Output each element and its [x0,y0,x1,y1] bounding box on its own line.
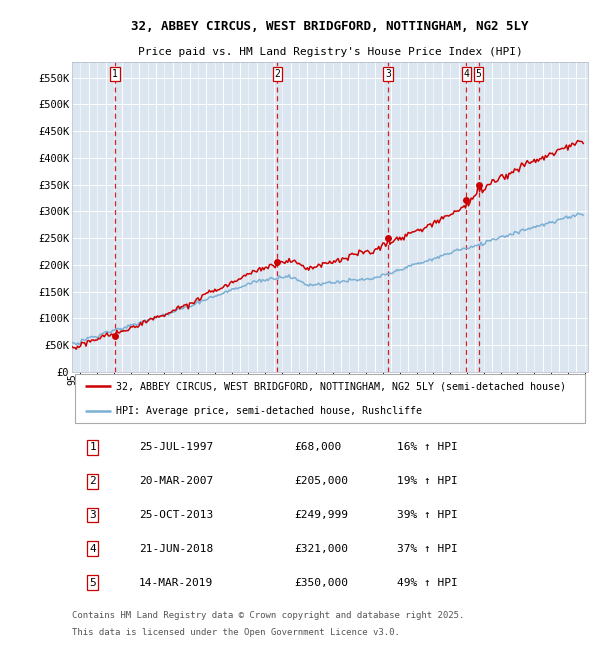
Text: 21-JUN-2018: 21-JUN-2018 [139,544,214,554]
Text: 3: 3 [89,510,96,520]
Text: 1: 1 [89,442,96,452]
Text: 4: 4 [89,544,96,554]
Text: 1: 1 [112,69,118,79]
FancyBboxPatch shape [74,374,586,423]
Text: £321,000: £321,000 [294,544,348,554]
Text: HPI: Average price, semi-detached house, Rushcliffe: HPI: Average price, semi-detached house,… [116,406,422,416]
Text: Price paid vs. HM Land Registry's House Price Index (HPI): Price paid vs. HM Land Registry's House … [137,47,523,57]
Text: 4: 4 [464,69,469,79]
Text: Contains HM Land Registry data © Crown copyright and database right 2025.: Contains HM Land Registry data © Crown c… [72,610,464,619]
Text: 5: 5 [89,578,96,588]
Text: 14-MAR-2019: 14-MAR-2019 [139,578,214,588]
Text: £249,999: £249,999 [294,510,348,520]
Text: 32, ABBEY CIRCUS, WEST BRIDGFORD, NOTTINGHAM, NG2 5LY (semi-detached house): 32, ABBEY CIRCUS, WEST BRIDGFORD, NOTTIN… [116,382,566,391]
Text: 39% ↑ HPI: 39% ↑ HPI [397,510,458,520]
Text: 5: 5 [476,69,482,79]
Text: £350,000: £350,000 [294,578,348,588]
Text: 25-JUL-1997: 25-JUL-1997 [139,442,214,452]
Text: 25-OCT-2013: 25-OCT-2013 [139,510,214,520]
Text: 16% ↑ HPI: 16% ↑ HPI [397,442,458,452]
Text: £205,000: £205,000 [294,476,348,486]
Text: 2: 2 [89,476,96,486]
Text: 3: 3 [385,69,391,79]
Text: 49% ↑ HPI: 49% ↑ HPI [397,578,458,588]
Text: 20-MAR-2007: 20-MAR-2007 [139,476,214,486]
Text: 19% ↑ HPI: 19% ↑ HPI [397,476,458,486]
Text: £68,000: £68,000 [294,442,341,452]
Text: 32, ABBEY CIRCUS, WEST BRIDGFORD, NOTTINGHAM, NG2 5LY: 32, ABBEY CIRCUS, WEST BRIDGFORD, NOTTIN… [131,20,529,33]
Text: 2: 2 [274,69,280,79]
Text: This data is licensed under the Open Government Licence v3.0.: This data is licensed under the Open Gov… [72,628,400,637]
Text: 37% ↑ HPI: 37% ↑ HPI [397,544,458,554]
